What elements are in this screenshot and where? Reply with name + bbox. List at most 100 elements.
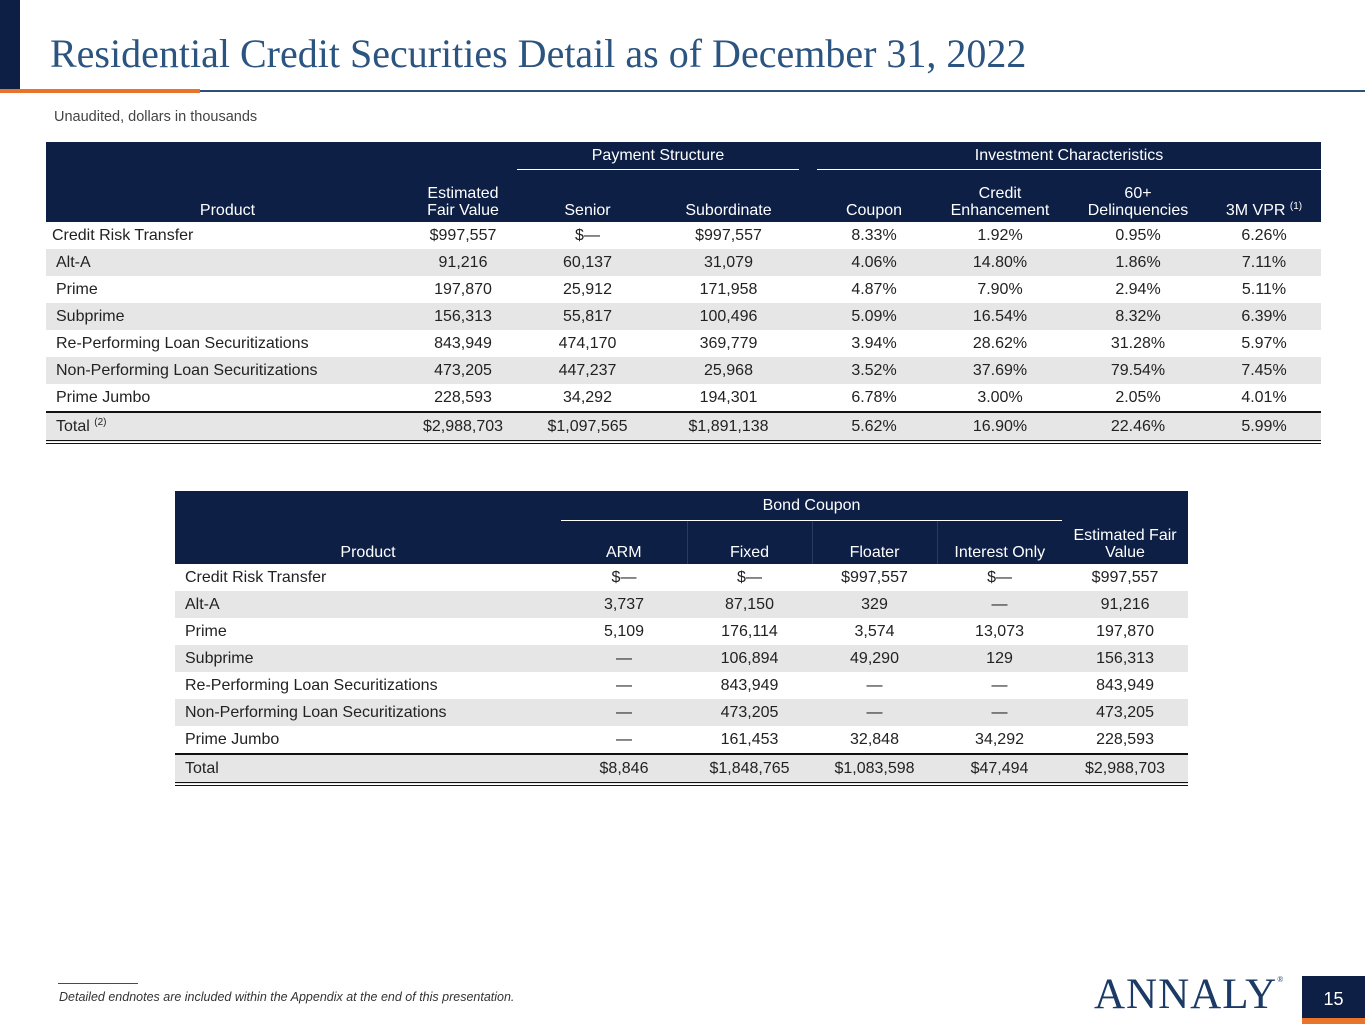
table-row: Credit Risk Transfer $997,557 $— $997,557 8.… <box>46 222 1321 249</box>
subordinate-cell: 369,779 <box>699 334 758 352</box>
table-row: Subprime —106,894 49,290 129 156,313 <box>175 645 1189 672</box>
floater-cell: — <box>812 699 937 726</box>
fixed-cell: $— <box>737 568 762 586</box>
column-header-3m-vpr: 3M VPR (1) <box>1207 169 1322 222</box>
senior-cell: 474,170 <box>558 334 617 352</box>
product-cell: Alt-A <box>175 591 561 618</box>
vpr-cell: 6.26% <box>1241 226 1287 244</box>
product-cell: Non-Performing Loan Securitizations <box>46 357 409 384</box>
arm-cell: $— <box>611 568 637 586</box>
coupon-cell: 4.87% <box>851 280 897 298</box>
floater-cell: $997,557 <box>841 568 908 586</box>
interest-only-cell: — <box>937 699 1063 726</box>
interest-only-cell: — <box>991 676 1008 694</box>
column-header-floater: Floater <box>811 520 937 564</box>
annaly-logo: ANNALY® <box>1094 970 1284 1019</box>
fair-value-cell: 473,205 <box>409 357 517 384</box>
total-vpr-cell: 5.99% <box>1207 411 1322 444</box>
floater-cell: 329 <box>812 591 937 618</box>
table-row: Prime 197,870 25,912 171,958 4.87% 7.90% 2.94%… <box>46 276 1321 303</box>
coupon-cell: 3.94% <box>851 334 897 352</box>
subordinate-cell: $997,557 <box>695 226 762 244</box>
fair-value-cell: 197,870 <box>434 280 492 298</box>
product-cell: Credit Risk Transfer <box>52 226 194 244</box>
delinquencies-cell: 31.28% <box>1110 334 1166 352</box>
total-floater-cell: $1,083,598 <box>812 753 937 786</box>
vpr-cell: 5.11% <box>1241 280 1287 298</box>
product-cell: Non-Performing Loan Securitizations <box>175 699 561 726</box>
spacer-cell <box>799 303 817 330</box>
header-blank <box>46 142 409 170</box>
table-row: Prime 5,109 176,114 3,574 13,073 197,870 <box>175 618 1188 645</box>
product-cell: Subprime <box>175 645 561 672</box>
title-underline <box>200 90 1365 92</box>
group-header-investment-characteristics: Investment Characteristics <box>817 142 1322 170</box>
total-interest-only-cell: $47,494 <box>937 753 1063 786</box>
total-row: Total $8,846 $1,848,765 $1,083,598 $47,494 $2… <box>175 753 1189 786</box>
header-blank <box>409 142 517 170</box>
header-blank <box>799 142 817 170</box>
spacer-cell <box>799 276 817 303</box>
total-row: Total (2) $2,988,703 $1,097,565 $1,891,138 5… <box>46 411 1322 444</box>
senior-cell: 60,137 <box>517 249 658 276</box>
arm-cell: — <box>616 730 632 748</box>
fair-value-cell: 91,216 <box>409 249 517 276</box>
column-header-fair-value: Estimated Fair Value <box>409 169 517 222</box>
arm-cell: — <box>561 699 687 726</box>
vpr-label: 3M VPR <box>1225 202 1286 219</box>
logo-registered-mark: ® <box>1277 975 1285 984</box>
table-row: Credit Risk Transfer $— $— $997,557 $— $997,5… <box>175 564 1188 591</box>
arm-cell: — <box>561 645 687 672</box>
fair-value-cell: 843,949 <box>434 334 492 352</box>
table-row: Non-Performing Loan Securitizations 473,2… <box>46 357 1322 384</box>
total-arm-cell: $8,846 <box>561 753 687 786</box>
page-subtitle: Unaudited, dollars in thousands <box>54 109 258 125</box>
fixed-cell: 161,453 <box>720 730 779 748</box>
subordinate-cell: 25,968 <box>658 357 799 384</box>
credit-enhancement-cell: 28.62% <box>972 334 1028 352</box>
fair-value-cell: 843,949 <box>1096 676 1154 694</box>
total-credit-enhancement-cell: 16.90% <box>931 411 1069 444</box>
title-underline-accent <box>0 89 200 93</box>
table-row: Non-Performing Loan Securitizations —473,… <box>175 699 1189 726</box>
fair-value-cell: $997,557 <box>1091 568 1159 586</box>
credit-enhancement-cell: 14.80% <box>931 249 1069 276</box>
product-cell: Credit Risk Transfer <box>185 568 327 586</box>
senior-cell: 25,912 <box>563 280 612 298</box>
senior-cell: 34,292 <box>563 388 612 406</box>
product-cell: Subprime <box>46 303 409 330</box>
total-fair-value-cell: $2,988,703 <box>1062 753 1189 786</box>
total-delinquencies-cell: 22.46% <box>1069 411 1207 444</box>
delinquencies-cell: 2.05% <box>1115 388 1161 406</box>
footnote-marker: (1) <box>1289 201 1303 212</box>
fixed-cell: 473,205 <box>687 699 812 726</box>
vpr-cell: 7.11% <box>1207 249 1322 276</box>
total-fixed-cell: $1,848,765 <box>687 753 812 786</box>
total-senior-cell: $1,097,565 <box>517 411 658 444</box>
header-blank <box>799 169 817 222</box>
footnote: Detailed endnotes are included within th… <box>59 990 515 1004</box>
fixed-cell: 106,894 <box>687 645 812 672</box>
header-blank <box>175 491 561 521</box>
total-fair-value-cell: $2,988,703 <box>409 411 517 444</box>
credit-enhancement-cell: 1.92% <box>977 226 1023 244</box>
column-header-interest-only: Interest Only <box>936 520 1063 564</box>
table-row: Prime Jumbo — 161,453 32,848 34,292 228,593 <box>175 726 1188 754</box>
fixed-cell: 843,949 <box>720 676 779 694</box>
column-header-senior: Senior <box>517 169 658 222</box>
fair-value-cell: 473,205 <box>1062 699 1189 726</box>
spacer-cell <box>799 411 817 444</box>
subordinate-cell: 194,301 <box>699 388 758 406</box>
delinquencies-cell: 79.54% <box>1069 357 1207 384</box>
page-number: 15 <box>1302 976 1365 1018</box>
spacer-cell <box>799 249 817 276</box>
column-header-subordinate: Subordinate <box>658 169 799 222</box>
product-cell: Prime Jumbo <box>185 730 280 748</box>
senior-cell: $— <box>575 226 600 244</box>
vpr-cell: 6.39% <box>1207 303 1322 330</box>
delinquencies-cell: 0.95% <box>1115 226 1161 244</box>
coupon-cell: 6.78% <box>851 388 897 406</box>
arm-cell: 3,737 <box>561 591 687 618</box>
column-header-product: Product <box>46 169 409 222</box>
table-row: Subprime 156,313 55,817 100,496 5.09% 16.54% 8… <box>46 303 1322 330</box>
